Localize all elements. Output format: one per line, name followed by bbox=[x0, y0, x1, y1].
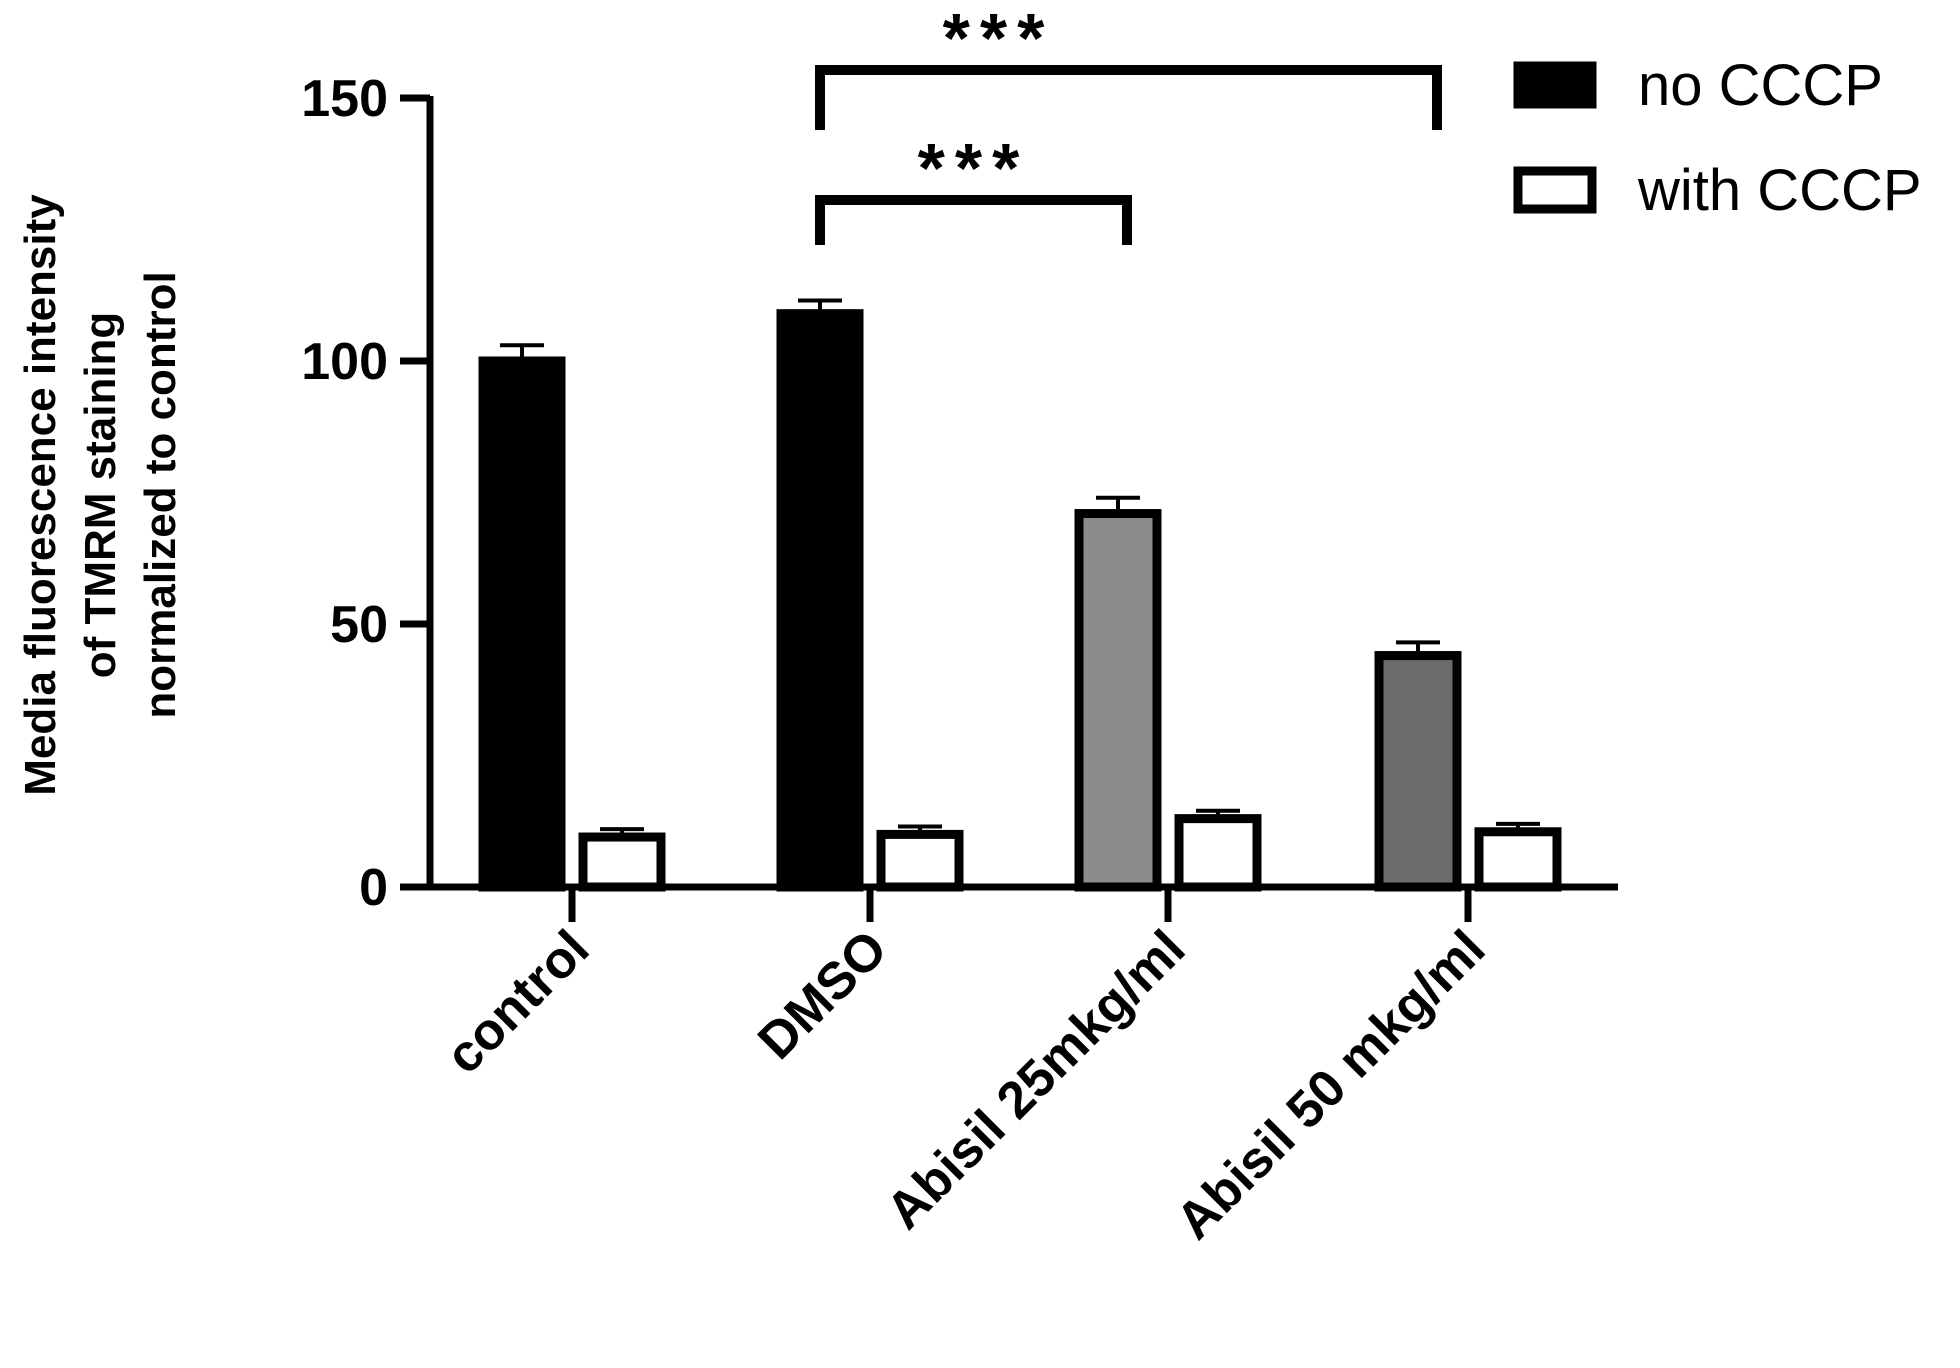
y-axis-label-line-2: of TMRM staining bbox=[76, 312, 125, 679]
bars bbox=[478, 298, 1562, 892]
legend-label: no CCCP bbox=[1638, 53, 1883, 118]
x-tick-label: Abisil 50 mkg/ml bbox=[1165, 919, 1496, 1250]
y-tick-label: 50 bbox=[330, 596, 388, 654]
bar-with-cccp bbox=[1174, 814, 1262, 892]
significance-annotations: *** *** bbox=[815, 0, 1442, 245]
legend-label: with CCCP bbox=[1637, 158, 1922, 223]
y-axis-label-line-1: Media fluorescence intensity bbox=[16, 194, 65, 796]
significance-bracket bbox=[815, 65, 1442, 130]
significance-label: *** bbox=[918, 129, 1030, 207]
y-tick-label: 150 bbox=[301, 70, 388, 128]
bar-with-cccp bbox=[1474, 827, 1562, 892]
bar-no-cccp bbox=[776, 309, 864, 892]
y-tick-label: 100 bbox=[301, 333, 388, 391]
significance-label: *** bbox=[943, 0, 1055, 77]
significance-bracket bbox=[815, 195, 1132, 245]
bar-no-cccp bbox=[478, 356, 566, 892]
bar-with-cccp bbox=[578, 832, 666, 892]
legend-swatch bbox=[1513, 61, 1597, 109]
legend: no CCCP with CCCP bbox=[1513, 53, 1922, 223]
legend-swatch bbox=[1513, 166, 1597, 214]
bar-no-cccp bbox=[1374, 651, 1462, 892]
y-tick-label: 0 bbox=[359, 859, 388, 917]
x-tick-label: Abisil 25mkg/ml bbox=[876, 919, 1197, 1240]
x-tick-label: control bbox=[435, 919, 601, 1085]
x-tick-label: DMSO bbox=[747, 919, 898, 1070]
y-axis-label: Media fluorescence intensity of TMRM sta… bbox=[16, 194, 185, 796]
y-axis-label-line-3: normalized to control bbox=[136, 271, 185, 718]
bar-with-cccp bbox=[876, 829, 964, 892]
bar-no-cccp bbox=[1074, 509, 1162, 892]
